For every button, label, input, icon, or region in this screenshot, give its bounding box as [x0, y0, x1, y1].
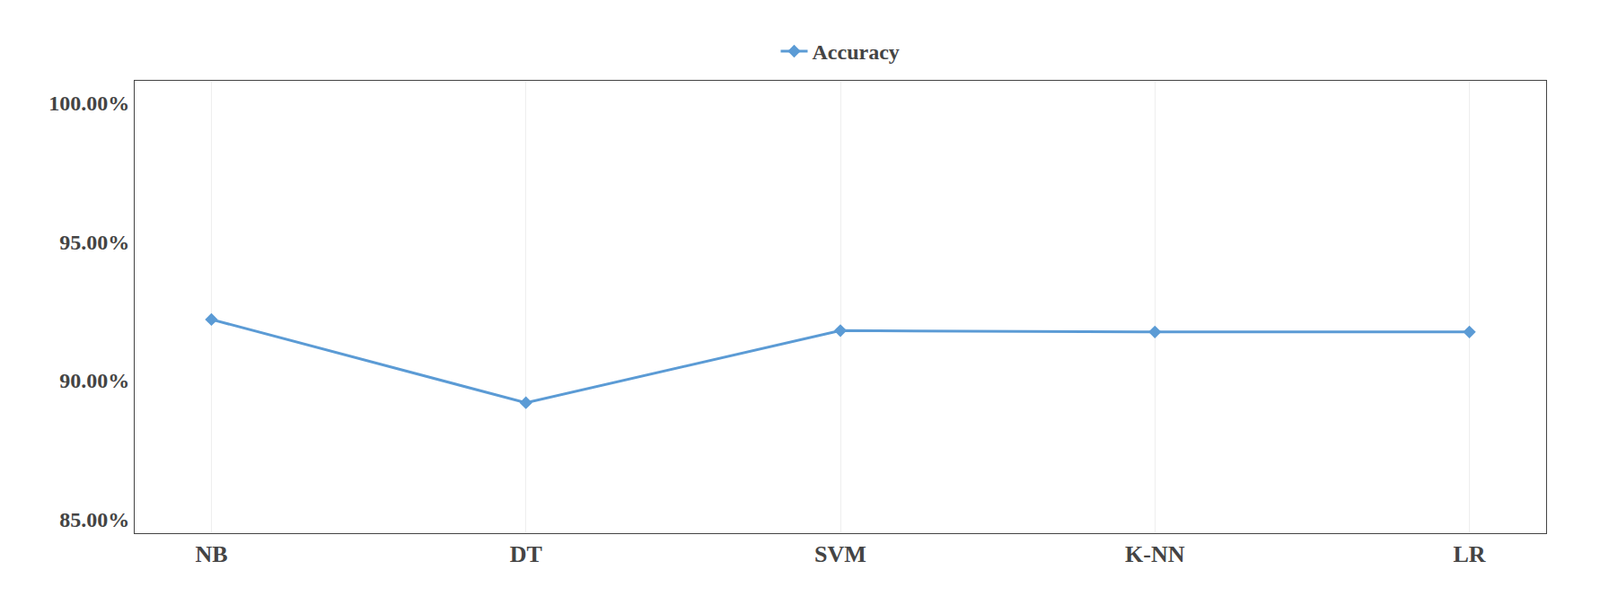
svg-text:K-NN: K-NN	[1125, 541, 1186, 568]
svg-text:SVM: SVM	[814, 541, 867, 568]
svg-text:100.00%: 100.00%	[48, 91, 130, 115]
svg-text:LR: LR	[1452, 541, 1486, 568]
svg-text:90.00%: 90.00%	[59, 369, 130, 393]
svg-text:NB: NB	[194, 541, 228, 568]
svg-text:85.00%: 85.00%	[59, 508, 130, 532]
svg-text:95.00%: 95.00%	[59, 230, 130, 255]
svg-text:DT: DT	[509, 541, 543, 568]
svg-text:Accuracy: Accuracy	[812, 40, 900, 64]
